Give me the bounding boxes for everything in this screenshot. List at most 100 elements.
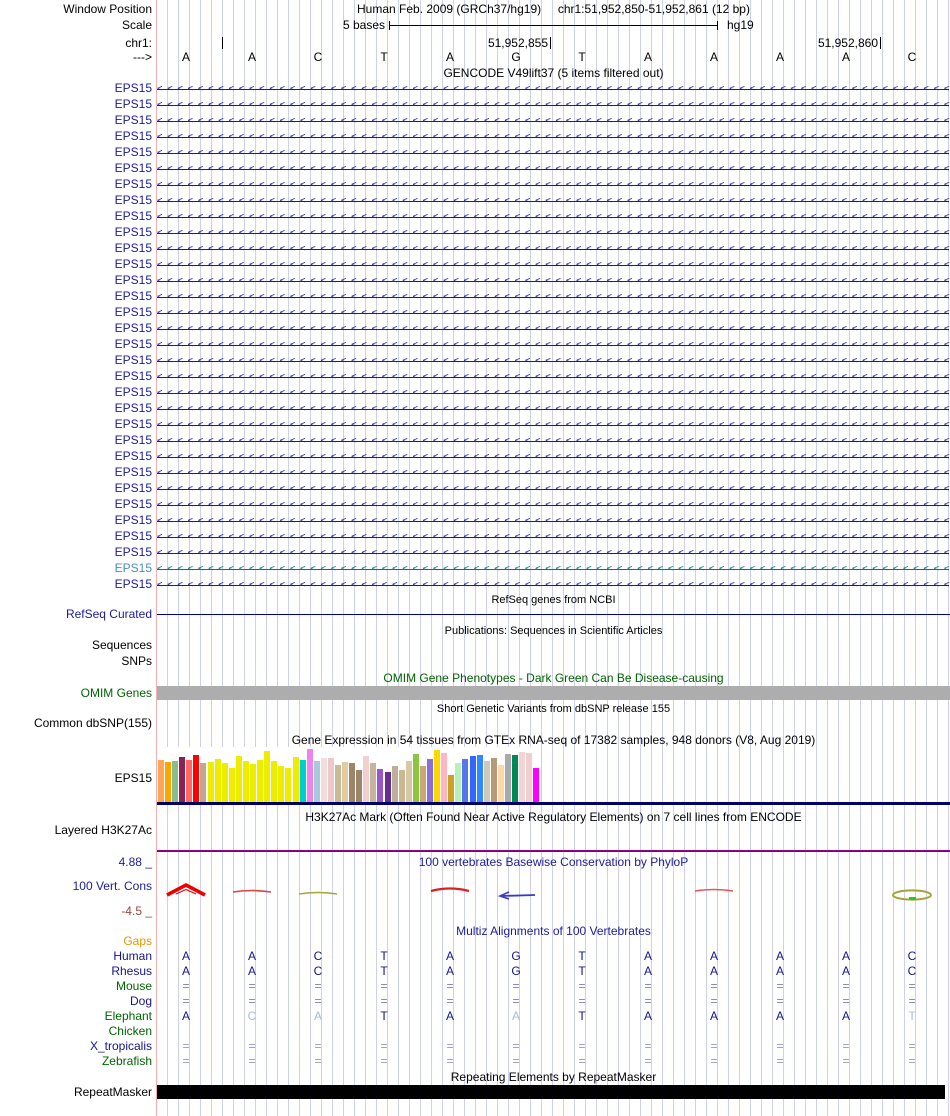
gencode-gene-row[interactable]: <<<<<<<<<<<<<<<<<<<<<<<<<<<<<<<<<<<<<<<<… [157, 385, 949, 401]
multiz-base-cell[interactable]: A [445, 949, 454, 963]
gencode-gene-row[interactable]: <<<<<<<<<<<<<<<<<<<<<<<<<<<<<<<<<<<<<<<<… [157, 561, 949, 577]
multiz-base-cell[interactable]: = [710, 994, 718, 1008]
multiz-base-cell[interactable]: = [644, 994, 652, 1008]
gencode-gene-row[interactable]: <<<<<<<<<<<<<<<<<<<<<<<<<<<<<<<<<<<<<<<<… [157, 513, 949, 529]
multiz-base-cell[interactable]: A [643, 1009, 652, 1023]
multiz-base-cell[interactable]: = [512, 1054, 520, 1068]
h3k27ac-signal-line[interactable] [157, 850, 950, 852]
gtex-tissue-bar[interactable] [285, 768, 292, 802]
multiz-base-cell[interactable]: T [380, 964, 388, 978]
gencode-gene-row[interactable]: <<<<<<<<<<<<<<<<<<<<<<<<<<<<<<<<<<<<<<<<… [157, 241, 949, 257]
gtex-tissue-bar[interactable] [462, 759, 469, 802]
multiz-base-cell[interactable]: = [908, 1054, 916, 1068]
gtex-tissue-bar[interactable] [497, 765, 504, 802]
gencode-gene-label[interactable]: EPS15 [114, 369, 152, 383]
multiz-base-cell[interactable]: = [182, 1039, 190, 1053]
multiz-species-label[interactable]: Human [113, 949, 152, 963]
gencode-gene-row[interactable]: <<<<<<<<<<<<<<<<<<<<<<<<<<<<<<<<<<<<<<<<… [157, 225, 949, 241]
gtex-tissue-bar[interactable] [469, 756, 476, 802]
gtex-tissue-bar[interactable] [512, 755, 518, 802]
multiz-species-label[interactable]: Zebrafish [101, 1054, 152, 1068]
gencode-gene-row[interactable]: <<<<<<<<<<<<<<<<<<<<<<<<<<<<<<<<<<<<<<<<… [157, 529, 949, 545]
gencode-gene-row[interactable]: <<<<<<<<<<<<<<<<<<<<<<<<<<<<<<<<<<<<<<<<… [157, 577, 949, 593]
track-label-repeatmasker[interactable]: RepeatMasker [73, 1085, 152, 1099]
gtex-tissue-bar[interactable] [193, 755, 200, 802]
gencode-gene-row[interactable]: <<<<<<<<<<<<<<<<<<<<<<<<<<<<<<<<<<<<<<<<… [157, 161, 949, 177]
multiz-base-cell[interactable]: A [181, 964, 190, 978]
multiz-base-cell[interactable]: = [182, 979, 190, 993]
gtex-tissue-bar[interactable] [214, 759, 221, 802]
gencode-gene-label[interactable]: EPS15 [114, 337, 152, 351]
gtex-tissue-bar[interactable] [441, 753, 448, 802]
multiz-species-label[interactable]: Gaps [123, 934, 152, 948]
gtex-tissue-bar[interactable] [519, 752, 526, 802]
multiz-base-cell[interactable]: = [776, 994, 784, 1008]
multiz-base-cell[interactable]: = [578, 994, 586, 1008]
multiz-species-label[interactable]: Dog [129, 994, 152, 1008]
gtex-tissue-bar[interactable] [250, 764, 257, 802]
multiz-species-label[interactable]: Rhesus [111, 964, 152, 978]
gtex-tissue-bar[interactable] [448, 775, 455, 802]
gencode-gene-label[interactable]: EPS15 [114, 417, 152, 431]
multiz-base-cell[interactable]: = [644, 1039, 652, 1053]
multiz-base-cell[interactable]: G [511, 964, 521, 978]
multiz-species-label[interactable]: Elephant [104, 1009, 152, 1023]
multiz-base-cell[interactable]: = [182, 1054, 190, 1068]
gencode-gene-label[interactable]: EPS15 [114, 225, 152, 239]
multiz-base-cell[interactable]: = [710, 1054, 718, 1068]
multiz-base-cell[interactable]: A [511, 1009, 520, 1023]
gtex-tissue-bar[interactable] [235, 756, 242, 802]
multiz-base-cell[interactable]: T [578, 964, 586, 978]
gtex-tissue-bar[interactable] [384, 772, 391, 802]
gencode-gene-label[interactable]: EPS15 [114, 497, 152, 511]
gencode-gene-row[interactable]: <<<<<<<<<<<<<<<<<<<<<<<<<<<<<<<<<<<<<<<<… [157, 433, 949, 449]
track-label-omim-genes[interactable]: OMIM Genes [80, 686, 152, 700]
multiz-base-cell[interactable]: = [710, 1039, 718, 1053]
gencode-gene-label[interactable]: EPS15 [114, 433, 152, 447]
gencode-gene-label[interactable]: EPS15 [114, 401, 152, 415]
gencode-gene-label[interactable]: EPS15 [114, 241, 152, 255]
multiz-base-cell[interactable]: = [380, 994, 388, 1008]
multiz-base-cell[interactable]: C [907, 949, 917, 963]
gencode-gene-label[interactable]: EPS15 [114, 273, 152, 287]
gencode-gene-label[interactable]: EPS15 [114, 129, 152, 143]
multiz-base-cell[interactable]: A [841, 964, 850, 978]
gencode-gene-row[interactable]: <<<<<<<<<<<<<<<<<<<<<<<<<<<<<<<<<<<<<<<<… [157, 449, 949, 465]
track-label-refseq-curated[interactable]: RefSeq Curated [65, 607, 152, 621]
multiz-base-cell[interactable]: = [446, 1039, 454, 1053]
gtex-tissue-bar[interactable] [335, 765, 341, 802]
gencode-gene-label[interactable]: EPS15 [114, 513, 152, 527]
gencode-gene-row[interactable]: <<<<<<<<<<<<<<<<<<<<<<<<<<<<<<<<<<<<<<<<… [157, 353, 949, 369]
multiz-base-cell[interactable]: = [908, 994, 916, 1008]
multiz-base-cell[interactable]: C [247, 1009, 257, 1023]
gencode-gene-row[interactable]: <<<<<<<<<<<<<<<<<<<<<<<<<<<<<<<<<<<<<<<<… [157, 481, 949, 497]
omim-gene-bar[interactable] [157, 686, 950, 700]
multiz-base-cell[interactable]: A [445, 964, 454, 978]
gencode-gene-row[interactable]: <<<<<<<<<<<<<<<<<<<<<<<<<<<<<<<<<<<<<<<<… [157, 97, 949, 113]
gtex-tissue-bar[interactable] [427, 759, 434, 802]
multiz-base-cell[interactable]: A [181, 1009, 190, 1023]
multiz-base-cell[interactable]: = [248, 1054, 256, 1068]
multiz-base-cell[interactable]: = [512, 979, 520, 993]
gencode-gene-label[interactable]: EPS15 [114, 305, 152, 319]
multiz-base-cell[interactable]: = [380, 1054, 388, 1068]
multiz-base-cell[interactable]: A [775, 949, 784, 963]
gtex-tissue-bar[interactable] [228, 768, 235, 802]
gencode-gene-row[interactable]: <<<<<<<<<<<<<<<<<<<<<<<<<<<<<<<<<<<<<<<<… [157, 289, 949, 305]
gtex-tissue-bar[interactable] [186, 760, 193, 802]
track-label-snps[interactable]: SNPs [121, 654, 152, 668]
gencode-gene-row[interactable]: <<<<<<<<<<<<<<<<<<<<<<<<<<<<<<<<<<<<<<<<… [157, 401, 949, 417]
gtex-tissue-bar[interactable] [165, 762, 172, 802]
gencode-gene-label[interactable]: EPS15 [114, 113, 152, 127]
multiz-base-cell[interactable]: = [512, 1039, 520, 1053]
gtex-tissue-bar[interactable] [271, 761, 278, 802]
multiz-base-cell[interactable]: = [446, 994, 454, 1008]
multiz-base-cell[interactable]: C [313, 949, 323, 963]
gtex-tissue-bar[interactable] [476, 755, 483, 802]
gtex-tissue-bar[interactable] [533, 768, 540, 802]
multiz-species-label[interactable]: Chicken [108, 1024, 152, 1038]
gencode-gene-label[interactable]: EPS15 [114, 161, 152, 175]
multiz-base-cell[interactable]: A [643, 964, 652, 978]
gtex-tissue-bar[interactable] [320, 758, 327, 802]
multiz-base-cell[interactable]: T [908, 1009, 916, 1023]
